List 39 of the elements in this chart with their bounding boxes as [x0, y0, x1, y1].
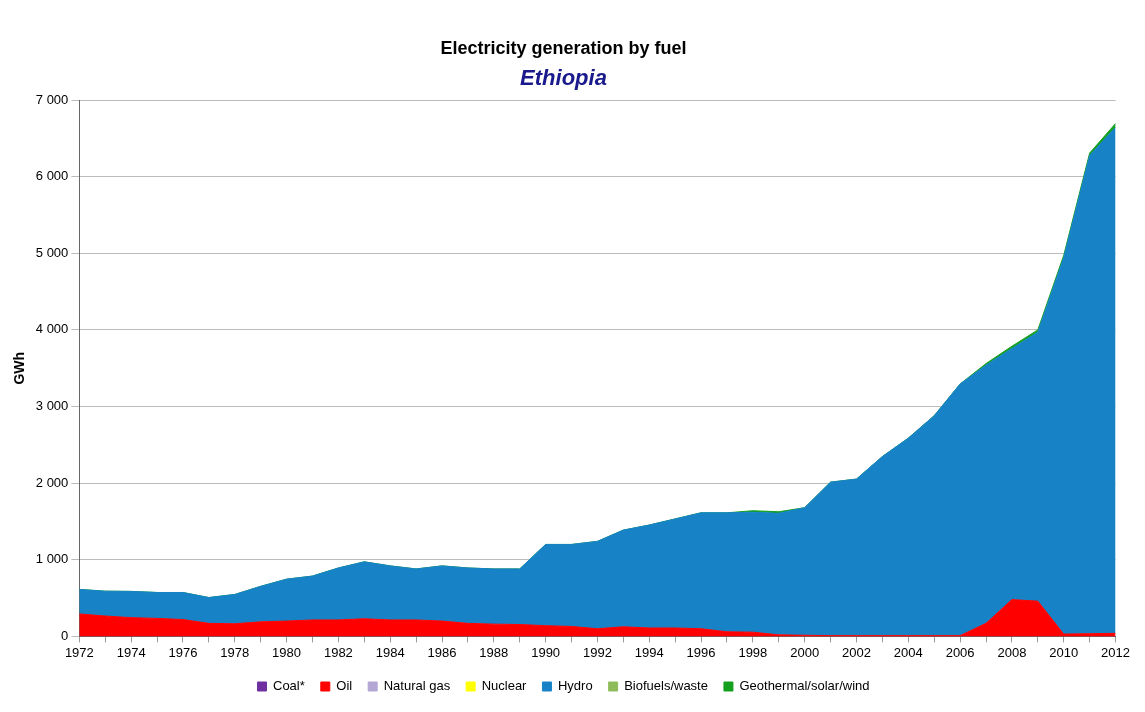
legend-label: Coal*: [272, 678, 305, 694]
x-tick-label: 1982: [323, 644, 353, 660]
x-tick-label: 1974: [116, 644, 146, 660]
y-tick-label: 1 000: [35, 551, 69, 567]
legend-label: Natural gas: [383, 678, 451, 694]
y-axis-title: GWh: [11, 351, 28, 385]
legend-label: Biofuels/waste: [624, 678, 708, 694]
y-tick-label: 2 000: [35, 474, 69, 490]
y-tick-label: 4 000: [35, 321, 69, 337]
y-tick-label: 7 000: [35, 91, 69, 107]
x-tick-label: 1978: [220, 644, 250, 660]
legend-label: Nuclear: [481, 678, 528, 694]
x-tick-label: 1986: [427, 644, 457, 660]
chart-title: Electricity generation by fuel: [440, 37, 687, 58]
x-tick-label: 2006: [945, 644, 975, 660]
x-tick-label: 1988: [479, 644, 509, 660]
x-tick-label: 1972: [64, 644, 94, 660]
x-tick-label: 2002: [842, 644, 871, 660]
y-tick-label: 0: [61, 627, 69, 643]
x-tick-label: 1992: [582, 644, 612, 660]
x-tick-label: 2004: [893, 644, 923, 660]
x-tick-label: 1984: [375, 644, 405, 660]
y-tick-label: 5 000: [35, 244, 69, 260]
legend-label: Geothermal/solar/wind: [739, 678, 870, 694]
x-tick-label: 1994: [634, 644, 664, 660]
x-tick-label: 1976: [168, 644, 198, 660]
x-tick-label: 1990: [531, 644, 561, 660]
x-tick-label: 2010: [1049, 644, 1079, 660]
x-tick-label: 1980: [272, 644, 302, 660]
x-tick-label: 2008: [997, 644, 1027, 660]
y-tick-label: 6 000: [35, 168, 69, 184]
x-tick-label: 1996: [686, 644, 716, 660]
chart-subtitle: Ethiopia: [520, 64, 607, 90]
x-tick-label: 2012: [1101, 644, 1130, 660]
x-tick-label: 2000: [790, 644, 820, 660]
legend-label: Hydro: [557, 678, 593, 694]
x-tick-label: 1998: [738, 644, 768, 660]
legend-label: Oil: [336, 678, 353, 694]
y-tick-label: 3 000: [35, 398, 69, 414]
